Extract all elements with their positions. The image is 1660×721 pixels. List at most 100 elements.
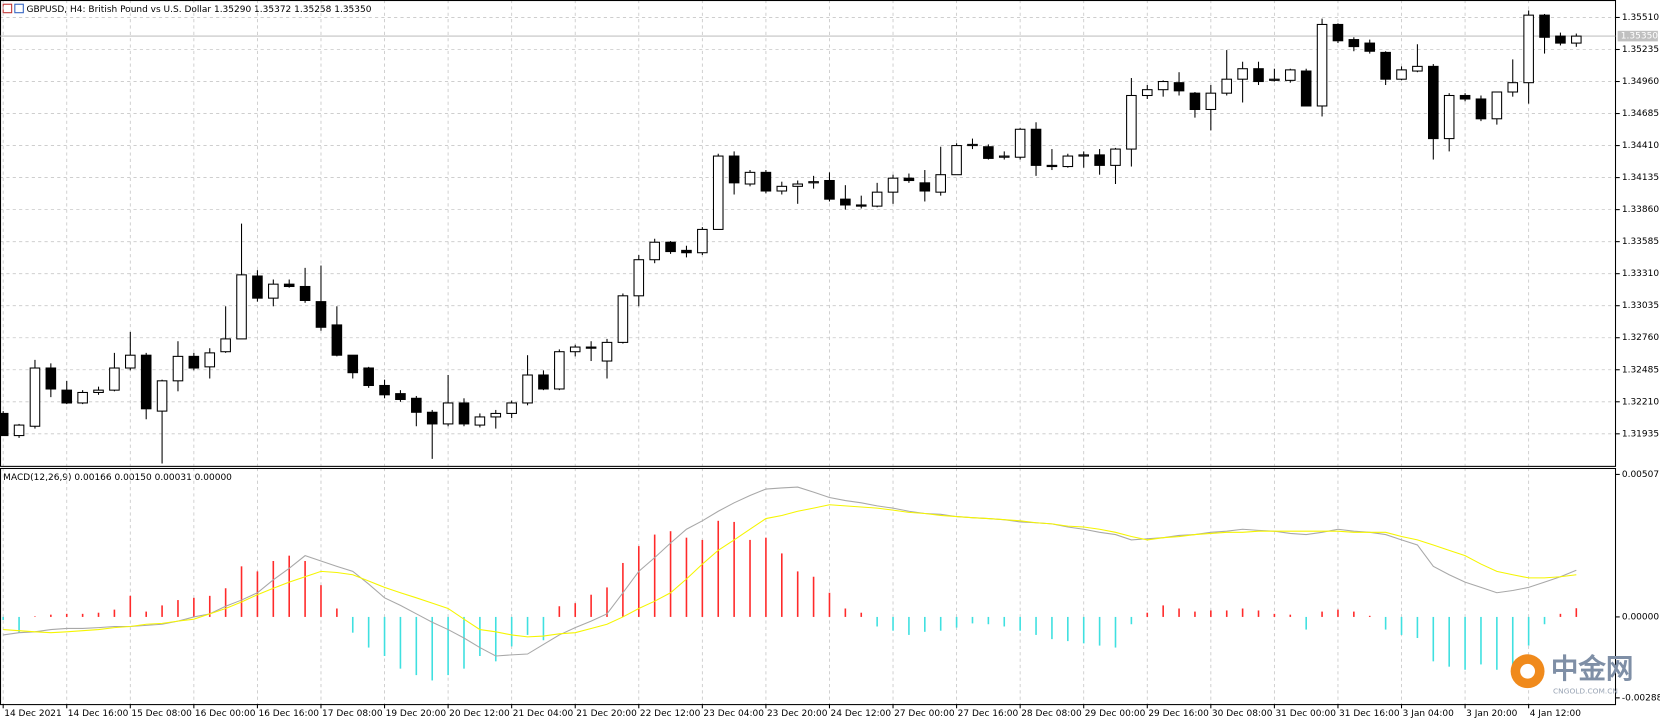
candle-body — [1269, 78, 1280, 81]
histogram-bar — [1114, 616, 1117, 648]
candle-body — [871, 191, 883, 207]
histogram-bar — [367, 616, 370, 648]
candle-body — [411, 397, 422, 413]
histogram-bar — [796, 571, 799, 617]
histogram-bar — [399, 616, 402, 669]
candle-body — [299, 285, 311, 301]
histogram-bar — [161, 605, 163, 617]
y-tick-label: 1.35510 — [1622, 13, 1660, 23]
x-tick-label: 16 Dec 00:00 — [195, 709, 256, 719]
histogram-bar — [828, 592, 831, 617]
candle-body — [1237, 68, 1248, 80]
candle-body — [983, 146, 994, 159]
candle-body — [77, 391, 88, 404]
candle-body — [569, 346, 581, 353]
histogram-bar — [224, 588, 227, 617]
histogram-bar — [208, 595, 211, 617]
histogram-bar — [1511, 616, 1514, 678]
candle-body — [776, 185, 788, 192]
candle-body — [29, 367, 41, 427]
histogram-bar — [1448, 616, 1450, 667]
x-tick-label: 31 Dec 00:00 — [1275, 709, 1336, 719]
candle-body — [1412, 65, 1423, 72]
histogram-bar — [1003, 616, 1006, 627]
histogram-bar — [81, 613, 84, 617]
candle-body — [1332, 23, 1344, 42]
y-tick-label: 1.35235 — [1622, 45, 1659, 55]
candle-body — [935, 174, 946, 193]
histogram-bar — [844, 608, 847, 617]
candle-body — [824, 179, 835, 200]
candle-body — [760, 171, 772, 192]
histogram-bar — [1543, 616, 1546, 625]
histogram-bar — [749, 539, 751, 617]
histogram-bar — [1130, 616, 1133, 625]
candle-body — [395, 393, 406, 400]
y-tick-label: 1.33310 — [1622, 269, 1660, 279]
x-tick-label: 29 Dec 00:00 — [1085, 709, 1146, 719]
candle-body — [1014, 128, 1026, 158]
histogram-bar — [1480, 616, 1482, 665]
histogram-bar — [542, 616, 545, 641]
y-tick-label: 1.34410 — [1622, 141, 1660, 151]
candle-body — [1157, 80, 1169, 91]
candle-body — [1507, 82, 1519, 93]
histogram-bar — [669, 531, 672, 617]
last-price-label: 1.35350 — [1621, 32, 1659, 42]
histogram-bar — [18, 616, 20, 633]
candle-body — [919, 182, 931, 192]
histogram-bar — [1368, 615, 1371, 617]
histogram-bar — [622, 562, 624, 617]
histogram-bar — [320, 585, 322, 617]
candle-body — [1221, 78, 1233, 94]
histogram-bar — [908, 616, 910, 635]
histogram-bar — [2, 616, 4, 621]
histogram-bar — [1416, 616, 1419, 639]
histogram-bar — [590, 594, 592, 617]
watermark-title: 中金网 — [1551, 653, 1634, 685]
histogram-bar — [765, 537, 767, 617]
histogram-bar — [1321, 611, 1323, 617]
candle-body — [998, 155, 1010, 158]
candle-body — [1396, 69, 1407, 80]
histogram-bar — [987, 616, 990, 625]
candle-body — [1205, 92, 1217, 111]
candle-body — [426, 411, 438, 425]
histogram-bar — [272, 560, 275, 617]
histogram-bar — [574, 603, 577, 617]
candle-body — [601, 341, 613, 362]
x-tick-label: 16 Dec 16:00 — [258, 709, 319, 719]
y-tick-label: 1.33585 — [1622, 237, 1659, 247]
candle-body — [808, 181, 819, 184]
candle-body — [252, 275, 263, 299]
candle-body — [125, 354, 136, 369]
candle-body — [522, 374, 533, 404]
candle-body — [458, 402, 470, 425]
histogram-bar — [1241, 608, 1244, 617]
x-tick-label: 17 Dec 08:00 — [322, 709, 383, 719]
candle-body — [1078, 154, 1090, 157]
histogram-bar — [876, 616, 878, 627]
y-tick-label: 1.31935 — [1622, 429, 1659, 439]
histogram-bar — [1146, 612, 1149, 617]
x-tick-label: 27 Dec 16:00 — [958, 709, 1019, 719]
panel-frame — [0, 467, 1617, 706]
watermark: 中金网 CNGOLD.COM.CN — [1510, 653, 1634, 695]
histogram-bar — [336, 608, 338, 617]
histogram-bar — [971, 616, 974, 624]
watermark-logo-inner — [1520, 663, 1535, 679]
candle-body — [744, 171, 756, 185]
candle-body — [347, 354, 359, 374]
last-price-box — [1617, 30, 1658, 42]
candle-body — [283, 283, 295, 288]
candle-body — [204, 352, 216, 368]
icon-flag — [2, 3, 13, 14]
histogram-bar — [1178, 608, 1180, 617]
candle-body — [490, 412, 502, 418]
histogram-bar — [1273, 613, 1276, 617]
candle-body — [792, 183, 803, 187]
candle-body — [1459, 94, 1471, 100]
histogram-bar — [177, 600, 179, 617]
x-tick-label: 19 Dec 20:00 — [386, 709, 447, 719]
x-tick-label: 29 Dec 16:00 — [1148, 709, 1209, 719]
